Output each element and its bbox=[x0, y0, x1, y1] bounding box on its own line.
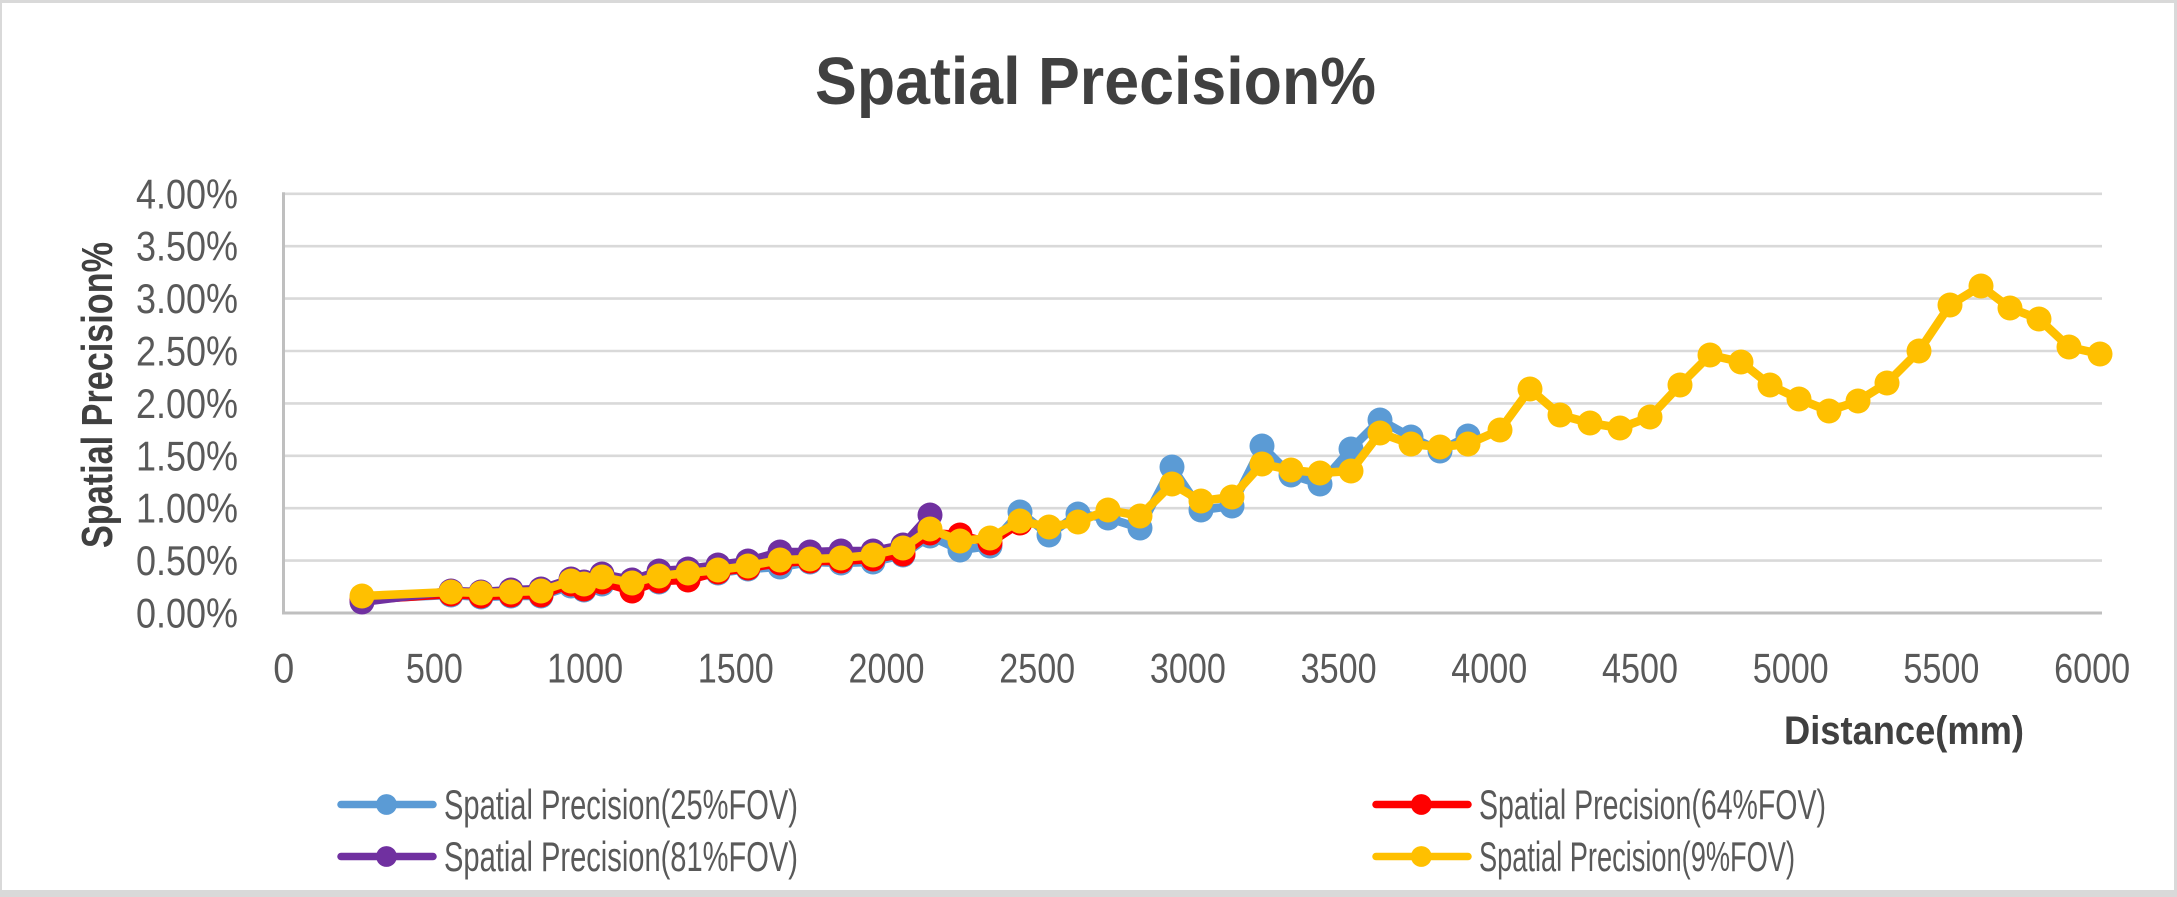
svg-text:2.00%: 2.00% bbox=[136, 380, 238, 427]
svg-text:0.50%: 0.50% bbox=[136, 537, 238, 584]
svg-text:2000: 2000 bbox=[849, 645, 925, 692]
svg-text:Distance(mm): Distance(mm) bbox=[1784, 709, 2024, 753]
svg-text:Spatial Precision(25%FOV): Spatial Precision(25%FOV) bbox=[444, 781, 798, 828]
svg-text:Spatial Precision%: Spatial Precision% bbox=[73, 242, 122, 548]
svg-text:1500: 1500 bbox=[698, 645, 774, 692]
svg-text:1.50%: 1.50% bbox=[136, 432, 238, 479]
svg-text:Spatial Precision(9%FOV): Spatial Precision(9%FOV) bbox=[1479, 833, 1795, 880]
svg-text:2500: 2500 bbox=[999, 645, 1075, 692]
svg-text:0: 0 bbox=[273, 645, 294, 692]
svg-text:1.00%: 1.00% bbox=[136, 485, 238, 532]
svg-text:4000: 4000 bbox=[1451, 645, 1527, 692]
svg-text:0.00%: 0.00% bbox=[136, 590, 238, 637]
svg-text:3.50%: 3.50% bbox=[136, 223, 238, 270]
svg-text:2.50%: 2.50% bbox=[136, 328, 238, 375]
svg-text:500: 500 bbox=[406, 645, 463, 692]
svg-text:Spatial Precision%: Spatial Precision% bbox=[815, 44, 1376, 119]
svg-text:5000: 5000 bbox=[1753, 645, 1829, 692]
svg-text:1000: 1000 bbox=[547, 645, 623, 692]
svg-text:3500: 3500 bbox=[1301, 645, 1377, 692]
svg-text:4.00%: 4.00% bbox=[136, 170, 238, 217]
svg-text:4500: 4500 bbox=[1602, 645, 1678, 692]
svg-text:3.00%: 3.00% bbox=[136, 275, 238, 322]
svg-text:3000: 3000 bbox=[1150, 645, 1226, 692]
svg-text:6000: 6000 bbox=[2054, 645, 2130, 692]
svg-text:5500: 5500 bbox=[1903, 645, 1979, 692]
svg-text:Spatial Precision(64%FOV): Spatial Precision(64%FOV) bbox=[1479, 781, 1826, 828]
svg-text:Spatial Precision(81%FOV): Spatial Precision(81%FOV) bbox=[444, 833, 798, 880]
